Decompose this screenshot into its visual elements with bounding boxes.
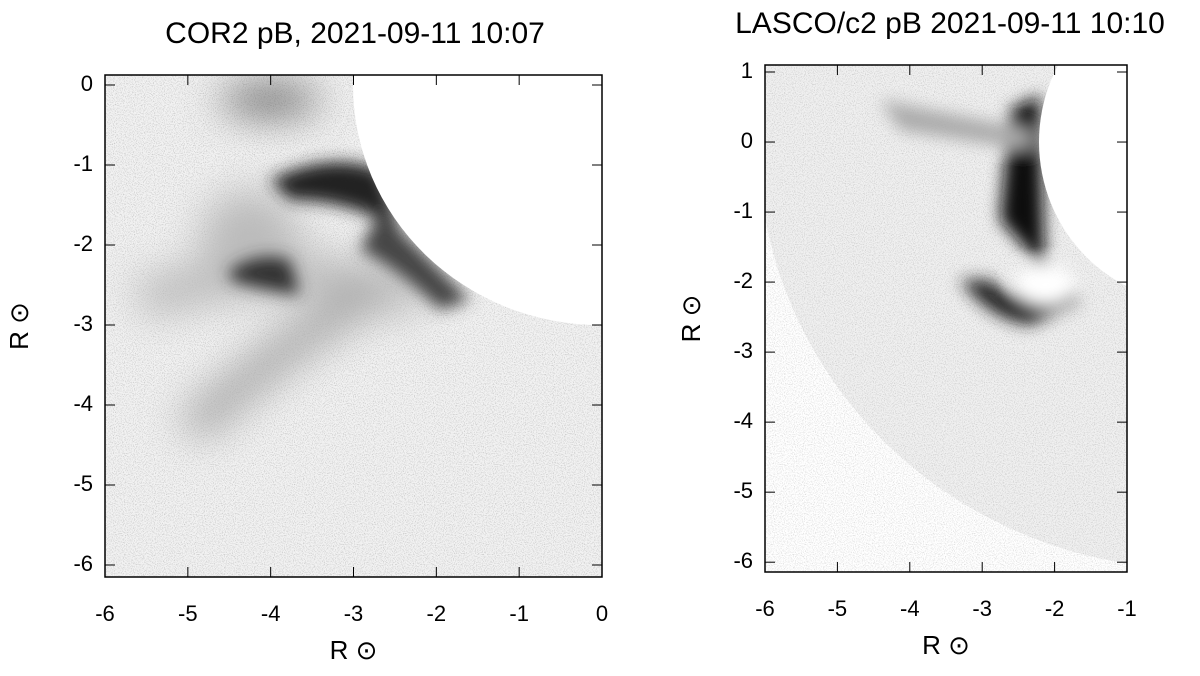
x-axis-label: R ⊙ (922, 630, 970, 660)
x-tick-label: -3 (344, 601, 364, 626)
lasco-image (765, 65, 1127, 564)
x-tick-label: -6 (95, 601, 115, 626)
y-tick-label: -4 (73, 391, 93, 416)
plot-frame (764, 64, 1128, 573)
x-tick-label: -2 (427, 601, 447, 626)
y-tick-label: -6 (733, 548, 753, 573)
x-tick-label: -4 (261, 601, 281, 626)
y-tick-label: -2 (73, 231, 93, 256)
x-tick-label: 0 (596, 601, 608, 626)
y-tick-label: -1 (733, 198, 753, 223)
x-tick-label: -4 (900, 596, 920, 621)
x-tick-label: -5 (178, 601, 198, 626)
y-tick-label: -3 (733, 338, 753, 363)
x-tick-label: -1 (509, 601, 529, 626)
y-tick-label: 0 (81, 71, 93, 96)
y-tick-label: -5 (73, 471, 93, 496)
x-tick-label: -1 (1117, 596, 1137, 621)
y-axis-label: R ⊙ (676, 295, 706, 343)
chart-title: COR2 pB, 2021-09-11 10:07 (165, 17, 545, 50)
y-tick-label: -3 (73, 311, 93, 336)
y-axis-label: R ⊙ (4, 302, 34, 350)
x-tick-label: -6 (755, 596, 775, 621)
chart-title: LASCO/c2 pB 2021-09-11 10:10 (735, 7, 1165, 40)
x-tick-label: -5 (828, 596, 848, 621)
y-tick-label: -2 (733, 268, 753, 293)
y-tick-label: -6 (73, 551, 93, 576)
y-tick-label: -1 (73, 151, 93, 176)
y-tick-label: 1 (741, 58, 753, 83)
x-tick-label: -2 (1045, 596, 1065, 621)
y-tick-label: -5 (733, 478, 753, 503)
y-tick-label: 0 (741, 128, 753, 153)
y-tick-label: -4 (733, 408, 753, 433)
x-tick-label: -3 (972, 596, 992, 621)
cor2-image (105, 75, 602, 577)
x-axis-label: R ⊙ (330, 635, 378, 665)
